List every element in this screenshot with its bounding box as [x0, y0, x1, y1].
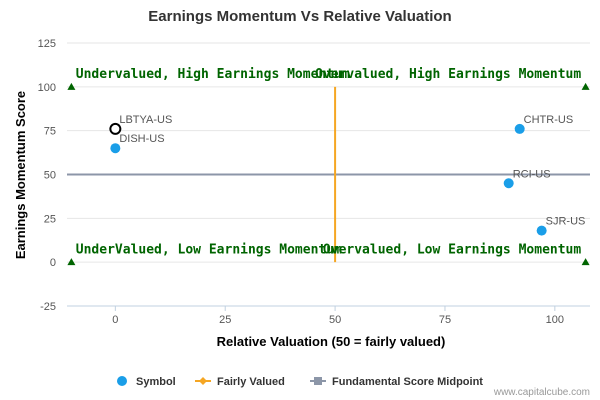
data-point: [110, 143, 121, 154]
legend-fair-marker: [199, 377, 207, 385]
data-point: [503, 178, 514, 189]
data-point-label: CHTR-US: [524, 114, 574, 126]
data-points: LBTYA-US DISH-US CHTR-US RCI-US SJR-US: [109, 114, 586, 236]
data-point-label: LBTYA-US: [119, 114, 172, 126]
triangle-marker: [67, 258, 76, 266]
quadrant-label: Undervalued, High Earnings Momentum: [76, 67, 350, 82]
data-point-label: RCI-US: [513, 168, 551, 180]
x-tick-label: 75: [439, 314, 451, 326]
quadrant-label: Overvalued, Low Earnings Momentum: [323, 242, 581, 257]
legend-item-label: Symbol: [136, 376, 176, 388]
data-point-label: SJR-US: [546, 216, 586, 228]
x-tick-label: 0: [112, 314, 118, 326]
y-tick-label: 75: [44, 126, 56, 138]
y-tick-label: -25: [40, 301, 56, 313]
y-tick-label: 125: [38, 38, 56, 50]
triangle-marker: [581, 258, 590, 266]
legend-mid-marker: [314, 377, 322, 385]
data-point-label: DISH-US: [119, 133, 164, 145]
y-tick-label: 0: [50, 257, 56, 269]
legend: Symbol Fairly Valued Fundamental Score Mid…: [117, 376, 483, 388]
credit-text: www.capitalcube.com: [493, 387, 590, 398]
y-tick-label: 100: [38, 82, 56, 94]
legend-symbol-marker: [117, 376, 127, 386]
legend-item-label: Fundamental Score Midpoint: [332, 376, 483, 388]
data-point: [514, 123, 525, 134]
data-point: [536, 225, 547, 236]
legend-item-label: Fairly Valued: [217, 376, 285, 388]
y-axis-label: Earnings Momentum Score: [13, 91, 28, 259]
x-axis-ticks: 0 25 50 75 100: [112, 306, 564, 326]
y-axis-ticks: -25 0 25 50 75 100 125: [38, 38, 56, 313]
quadrant-label: UnderValued, Low Earnings Momentum: [76, 242, 342, 257]
triangle-marker: [581, 82, 590, 90]
y-tick-label: 50: [44, 170, 56, 182]
triangle-marker: [67, 82, 76, 90]
y-tick-label: 25: [44, 213, 56, 225]
x-tick-label: 100: [546, 314, 564, 326]
chart-title: Earnings Momentum Vs Relative Valuation: [148, 8, 451, 25]
corner-markers: [67, 82, 590, 266]
x-tick-label: 25: [219, 314, 231, 326]
data-point: [109, 122, 122, 135]
quadrant-labels: Undervalued, High Earnings MomentumOverv…: [76, 67, 582, 257]
x-tick-label: 50: [329, 314, 341, 326]
reference-lines: [67, 86, 590, 263]
quadrant-label: Overvalued, High Earnings Momentum: [315, 67, 581, 82]
x-axis-label: Relative Valuation (50 = fairly valued): [217, 334, 446, 349]
